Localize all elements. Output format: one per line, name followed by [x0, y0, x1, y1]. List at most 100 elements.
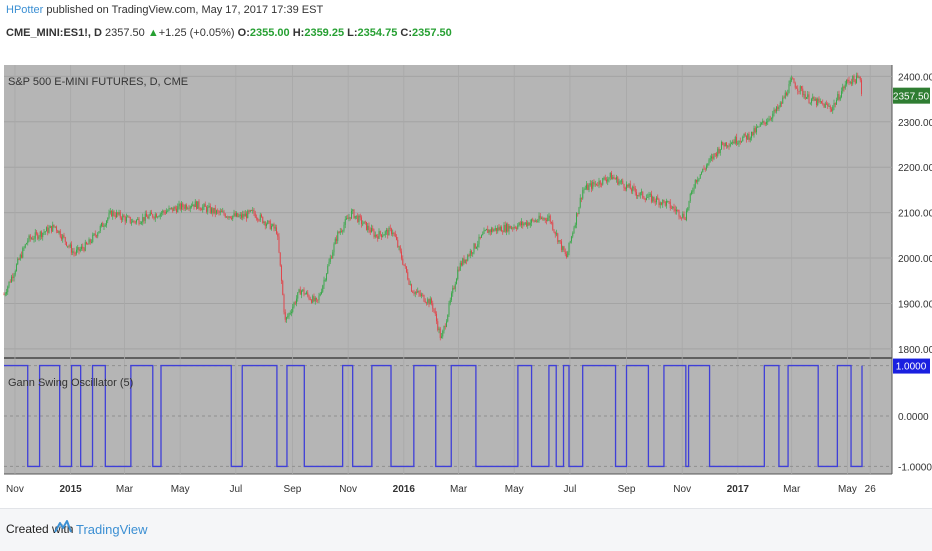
- candle-body: [562, 246, 564, 250]
- candle-body: [327, 266, 329, 274]
- symbol-line: CME_MINI:ES1!, D 2357.50 ▲+1.25 (+0.05%)…: [6, 27, 452, 39]
- candle-body: [7, 286, 9, 293]
- price-pane[interactable]: [4, 65, 892, 358]
- candle-body: [308, 295, 310, 299]
- candle-body: [813, 96, 815, 101]
- candle-body: [8, 281, 10, 287]
- candle-body: [237, 213, 239, 217]
- candle-body: [511, 227, 512, 229]
- candle-body: [619, 181, 621, 183]
- candle-body: [341, 231, 342, 232]
- candle-body: [814, 99, 816, 101]
- candle-body: [129, 216, 131, 223]
- price-gridlines: [4, 65, 892, 474]
- candle-body: [509, 225, 511, 229]
- candle-body: [219, 211, 221, 213]
- candle-body: [552, 222, 554, 230]
- oscillator-title: Gann Swing Oscillator (5): [8, 377, 133, 389]
- candle-body: [342, 230, 344, 232]
- candle-body: [158, 216, 160, 218]
- candle-body: [198, 201, 200, 209]
- candle-body: [669, 201, 671, 209]
- candle-body: [94, 233, 96, 236]
- candle-body: [238, 215, 240, 217]
- time-tick-label: 26: [865, 484, 877, 495]
- candle-body: [346, 218, 347, 220]
- candle-body: [601, 184, 602, 186]
- candle-body: [156, 214, 157, 218]
- candle-body: [823, 103, 825, 108]
- tradingview-brand-link[interactable]: TradingView: [76, 522, 148, 537]
- candle-body: [304, 293, 306, 295]
- candle-body: [347, 218, 349, 220]
- candle-body: [359, 215, 361, 218]
- candle-body: [37, 233, 39, 239]
- candle-body: [541, 218, 542, 220]
- candle-body: [272, 224, 274, 227]
- candle-body: [298, 289, 300, 293]
- candle-body: [587, 184, 589, 190]
- candle-body: [676, 210, 677, 212]
- candle-body: [408, 279, 410, 285]
- publish-line: HPotter published on TradingView.com, Ma…: [6, 4, 323, 16]
- time-tick-label: Nov: [339, 484, 357, 495]
- candle-body: [803, 94, 805, 96]
- price-tick-label: 1800.00: [898, 345, 932, 356]
- candle-body: [372, 228, 374, 231]
- candle-body: [554, 231, 556, 235]
- candle-body: [153, 217, 155, 219]
- price-tick-label: 2300.00: [898, 118, 932, 129]
- candle-body: [139, 223, 141, 225]
- candle-body: [473, 243, 475, 253]
- candle-body: [283, 294, 285, 313]
- time-tick-label: May: [838, 484, 857, 495]
- candle-body: [6, 292, 7, 294]
- chart-area[interactable]: 2400.00 2300.00 2200.00 2100.00 2000.00 1900.…: [0, 60, 932, 508]
- candle-body: [426, 302, 427, 304]
- candle-body: [289, 312, 291, 314]
- candle-body: [687, 208, 689, 211]
- candle-body: [607, 179, 609, 182]
- candle-body: [222, 211, 224, 213]
- candle-body: [106, 220, 107, 226]
- candle-body: [844, 84, 846, 89]
- candle-body: [217, 210, 219, 212]
- candle-body: [518, 222, 520, 226]
- candle-body: [476, 246, 477, 249]
- candle-body: [464, 259, 466, 263]
- candle-body: [352, 209, 354, 211]
- candle-body: [339, 231, 341, 233]
- candle-body: [444, 326, 446, 327]
- candle-body: [234, 213, 236, 217]
- candle-body: [266, 224, 267, 226]
- candle-body: [256, 217, 257, 219]
- candle-body: [824, 103, 826, 108]
- candle-body: [456, 278, 457, 285]
- candle-body: [529, 222, 531, 226]
- candle-body: [141, 222, 142, 224]
- candle-body: [389, 227, 391, 229]
- candle-body: [469, 250, 471, 256]
- candle-body: [247, 210, 249, 219]
- candle-body: [548, 215, 550, 218]
- candle-body: [838, 93, 840, 100]
- candle-body: [274, 227, 276, 229]
- tradingview-logo-icon[interactable]: [54, 518, 72, 539]
- candle-body: [402, 258, 404, 265]
- candle-body: [391, 228, 392, 235]
- candle-body: [206, 206, 207, 212]
- candle-body: [179, 203, 181, 210]
- candle-body: [637, 195, 639, 197]
- candle-body: [852, 75, 854, 84]
- close-value: 2357.50: [411, 27, 452, 39]
- candle-body: [104, 225, 106, 227]
- candle-body: [282, 280, 284, 295]
- candle-body: [793, 78, 795, 84]
- candle-body: [791, 78, 792, 81]
- author-link[interactable]: HPotter: [6, 4, 44, 16]
- candle-body: [673, 206, 675, 210]
- candle-body: [532, 219, 534, 221]
- candle-body: [396, 236, 397, 240]
- candle-body: [322, 285, 324, 292]
- candle-body: [861, 80, 862, 94]
